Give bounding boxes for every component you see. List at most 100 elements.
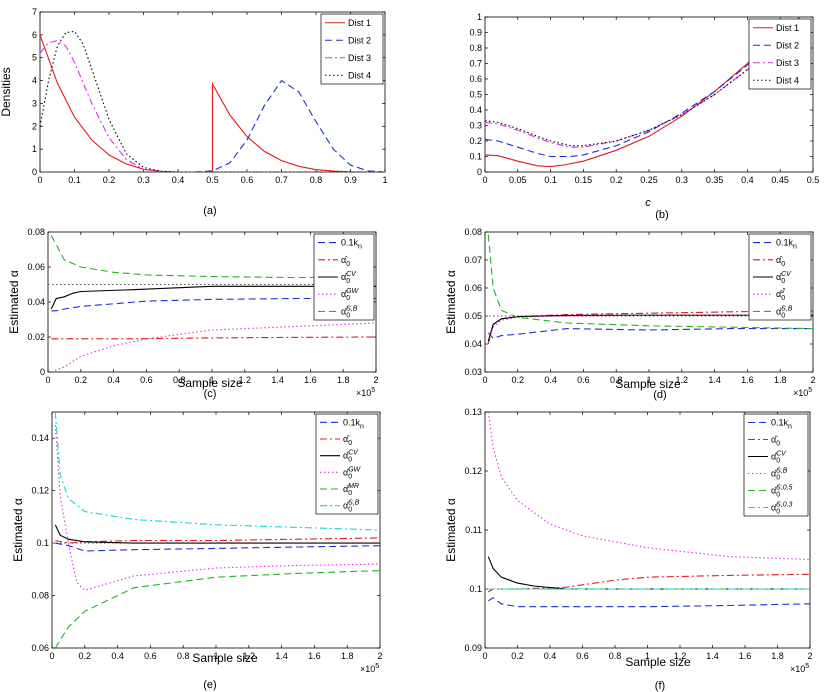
y-tick-label: 0.04 <box>464 339 482 349</box>
legend-box <box>315 413 379 515</box>
legend-box <box>743 413 809 517</box>
x-tick-label: 0.3 <box>676 175 689 185</box>
x-tick-label: 1.6 <box>741 375 754 385</box>
x-tick-label: 0 <box>482 175 487 185</box>
x-tick-label: 0.2 <box>512 375 525 385</box>
series-line-3 <box>40 40 385 172</box>
y-tick-label: 0.06 <box>464 283 482 293</box>
y-tick-label: 1 <box>477 12 482 22</box>
series-line-5 <box>54 570 380 648</box>
x-tick-label: 0 <box>45 375 50 385</box>
legend: Dist 1 Dist 2 Dist 3 Dist 4 <box>320 13 384 85</box>
y-tick-label: 7 <box>32 7 37 17</box>
series-line-3 <box>487 314 813 342</box>
legend-label: Dist 3 <box>348 53 371 63</box>
series-line-1 <box>485 17 801 168</box>
x-tick-label: 0.4 <box>172 175 185 185</box>
y-tick-label: 0.12 <box>464 466 482 476</box>
legend-label: Dist 3 <box>776 58 799 68</box>
x-tick-label: 1 <box>213 651 218 661</box>
x-multiplier: ×105 <box>790 663 809 674</box>
x-tick-label: 0.2 <box>103 175 116 185</box>
legend-label: α̂0S,0.3 <box>771 502 793 516</box>
x-tick-label: 1.2 <box>243 651 256 661</box>
chart-e: 0 0.2 0.4 0.6 0.8 1 1.2 1.4 1.6 1.8 2 0.06 0.08 0.1 0.… <box>11 411 383 691</box>
x-axis-label: c <box>645 197 651 209</box>
panel-caption: (c) <box>204 388 217 400</box>
x-axis-label: Sample size <box>177 376 243 390</box>
y-tick-label: 0.9 <box>469 28 482 38</box>
legend-label: α̂0CV <box>776 271 792 285</box>
series-line-5 <box>50 235 376 279</box>
x-tick-label: 0.5 <box>206 175 219 185</box>
x-tick-label: 1.8 <box>337 375 350 385</box>
x-tick-label: 1 <box>209 375 214 385</box>
legend-label: Dist 2 <box>348 35 371 45</box>
legend-label: α̂0S,B <box>771 468 788 482</box>
x-tick-label: 0.6 <box>144 651 157 661</box>
y-tick-label: 0.08 <box>464 227 482 237</box>
x-tick-label: 1.4 <box>275 651 288 661</box>
legend-label: α̂0S,B <box>776 305 793 319</box>
x-tick-label: 2 <box>807 651 812 661</box>
series-line-3 <box>54 524 380 544</box>
y-tick-label: 0.7 <box>469 59 482 69</box>
y-tick-label: 0 <box>477 167 482 177</box>
y-tick-label: 0.06 <box>31 643 49 653</box>
series-line-3 <box>487 556 810 590</box>
legend-label: α̂0S,B <box>343 500 360 514</box>
x-tick-label: 0 <box>49 651 54 661</box>
legend: Dist 1 Dist 2 Dist 3 Dist 4 <box>748 18 812 90</box>
y-axis-label: Estimated α <box>444 270 458 334</box>
legend-label: 0.1kn <box>776 238 797 251</box>
y-tick-label: 5 <box>32 53 37 63</box>
y-tick-label: 0.12 <box>31 486 49 496</box>
x-tick-label: 0.2 <box>610 175 623 185</box>
y-tick-label: 2 <box>32 121 37 131</box>
legend: 0.1kn α̂0 α̂0CV α̂0GW α̂0S,B <box>313 233 375 321</box>
y-tick-label: 3 <box>32 98 37 108</box>
chart-a: 0 0.1 0.2 0.3 0.4 0.5 0.6 0.7 0.8 0.9 1 0 1 2 3 4 5 6 7 Dis… <box>0 7 388 217</box>
y-tick-label: 0 <box>32 167 37 177</box>
y-tick-label: 0.11 <box>465 525 482 535</box>
legend-label: α̂0GW <box>343 466 362 480</box>
x-tick-label: 1.4 <box>706 651 719 661</box>
y-tick-label: 0.04 <box>27 297 45 307</box>
legend-label: Dist 2 <box>776 40 799 50</box>
y-tick-label: 0.1 <box>469 152 482 162</box>
x-tick-label: 1 <box>646 375 651 385</box>
chart-c: 0 0.2 0.4 0.6 0.8 1 1.2 1.4 1.6 1.8 2 0 0.02 0.04 0.06… <box>7 227 379 400</box>
legend-label: α̂0CV <box>341 271 357 285</box>
x-tick-label: 0.4 <box>107 375 120 385</box>
series-line-1 <box>40 34 385 172</box>
y-tick-label: 0.3 <box>469 121 482 131</box>
x-tick-label: 0.7 <box>275 175 288 185</box>
series-line-2 <box>40 79 385 172</box>
series-line-3 <box>50 285 376 310</box>
x-tick-label: 1.2 <box>676 375 689 385</box>
y-tick-label: 1 <box>32 144 37 154</box>
legend-label: α̂0GW <box>341 288 360 302</box>
y-tick-label: 0.08 <box>31 591 49 601</box>
y-tick-label: 0.02 <box>27 332 45 342</box>
x-axis-label: Sample size <box>615 377 681 391</box>
x-tick-label: 0.1 <box>544 175 557 185</box>
legend: 0.1kn α̂0 α̂0CV α̂0S,B α̂0S,0.5 α̂0S,0.3 <box>743 413 809 517</box>
legend-label: Dist 1 <box>348 18 371 28</box>
x-tick-label: 1.2 <box>674 651 687 661</box>
series-line-2 <box>488 573 810 593</box>
series-line-1 <box>55 542 380 552</box>
y-tick-label: 0.13 <box>464 407 482 417</box>
x-tick-label: 2 <box>373 375 378 385</box>
x-tick-label: 0.2 <box>79 651 92 661</box>
x-tick-label: 0.6 <box>140 375 153 385</box>
legend-label: 0.1kn <box>771 418 792 431</box>
series-line-2 <box>51 336 376 340</box>
x-tick-label: 0.6 <box>577 375 590 385</box>
x-tick-label: 0.1 <box>68 175 81 185</box>
x-multiplier: ×105 <box>793 387 812 398</box>
y-tick-label: 0.5 <box>469 90 482 100</box>
y-tick-label: 0.05 <box>464 311 482 321</box>
x-tick-label: 0 <box>482 651 487 661</box>
y-axis-label: Estimated α <box>7 270 21 334</box>
